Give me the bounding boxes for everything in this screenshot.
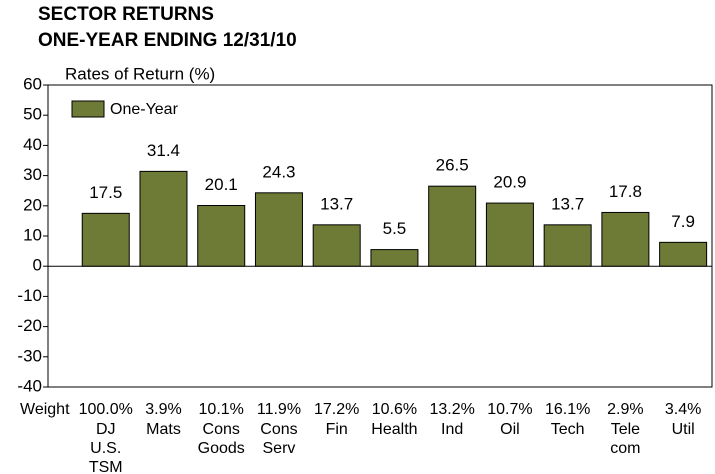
y-tick-label: -10 (17, 286, 42, 305)
x-tick-label: Tele (611, 421, 640, 438)
x-tick-label: Ind (441, 421, 463, 438)
bar (543, 224, 592, 267)
bar (485, 202, 534, 267)
x-tick-label: Util (672, 421, 695, 438)
y-tick-label: 10 (23, 225, 42, 244)
bar (312, 224, 361, 267)
x-tick-label: com (610, 440, 640, 457)
y-tick-label: 0 (33, 256, 42, 275)
data-label: 31.4 (147, 141, 180, 160)
data-label: 24.3 (262, 162, 295, 181)
weight-label: Weight (20, 401, 70, 418)
x-tick-label: Goods (198, 440, 245, 457)
bar (370, 249, 419, 267)
x-tick-label: TSM (89, 459, 123, 474)
data-label: 17.5 (89, 183, 122, 202)
bar (254, 192, 303, 267)
data-label: 26.5 (436, 156, 469, 175)
weight-label: 16.1% (545, 401, 590, 418)
chart-title: ONE-YEAR ENDING 12/31/10 (38, 30, 297, 51)
x-tick-label: Cons (203, 421, 240, 438)
data-label: 13.7 (320, 194, 353, 213)
x-tick-label: Cons (260, 421, 297, 438)
weight-label: 10.7% (487, 401, 532, 418)
y-tick-label: 50 (23, 105, 42, 124)
bar (81, 212, 130, 267)
weight-label: 100.0% (79, 401, 133, 418)
weight-label: 10.6% (372, 401, 417, 418)
weight-label: 3.4% (665, 401, 701, 418)
y-tick-label: 30 (23, 165, 42, 184)
x-tick-label: Tech (551, 421, 585, 438)
bar (197, 204, 246, 267)
data-label: 5.5 (383, 219, 407, 238)
y-axis-label: Rates of Return (%) (65, 64, 215, 83)
weight-label: 11.9% (257, 401, 301, 418)
data-label: 20.9 (493, 173, 526, 192)
data-label: 13.7 (551, 194, 584, 213)
legend-label: One-Year (110, 101, 179, 118)
y-tick-label: -20 (17, 316, 42, 335)
data-label: 20.1 (205, 175, 238, 194)
x-tick-label: Mats (146, 421, 181, 438)
x-tick-label: Serv (263, 440, 296, 457)
data-label: 7.9 (671, 212, 695, 231)
weight-label: 3.9% (145, 401, 181, 418)
chart-title: SECTOR RETURNS (38, 4, 214, 25)
x-tick-label: U.S. (90, 440, 121, 457)
y-tick-label: 40 (23, 135, 42, 154)
bar (139, 170, 188, 267)
bar (428, 185, 477, 267)
x-tick-label: Health (371, 421, 417, 438)
bar (659, 241, 708, 267)
y-tick-label: 20 (23, 195, 42, 214)
bar (601, 211, 650, 267)
legend-swatch (71, 100, 105, 118)
x-tick-label: DJ (96, 421, 116, 438)
weight-label: 13.2% (429, 401, 474, 418)
y-tick-label: -30 (17, 346, 42, 365)
y-tick-label: 60 (23, 74, 42, 93)
weight-label: 17.2% (314, 401, 359, 418)
weight-label: 2.9% (607, 401, 643, 418)
data-label: 17.8 (609, 182, 642, 201)
weight-label: 10.1% (199, 401, 244, 418)
x-tick-label: Fin (326, 421, 348, 438)
y-tick-label: -40 (17, 376, 42, 395)
x-tick-label: Oil (500, 421, 520, 438)
